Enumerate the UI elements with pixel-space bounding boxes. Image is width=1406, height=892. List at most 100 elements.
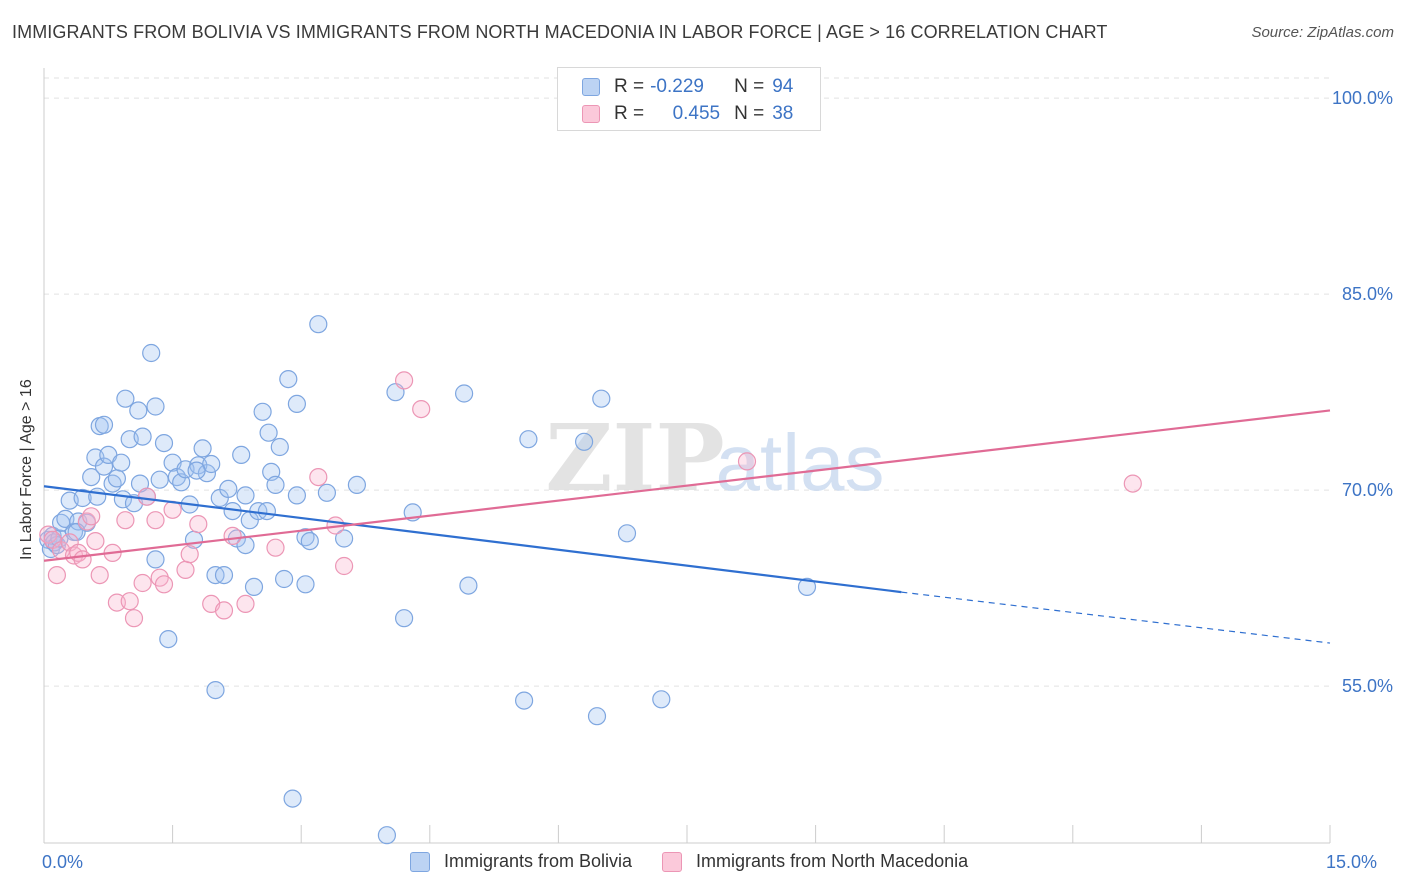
north-macedonia-point bbox=[176, 560, 195, 580]
bolivia-point bbox=[592, 389, 611, 408]
north-macedonia-r-value: 0.455 bbox=[672, 103, 721, 124]
north-macedonia-point bbox=[154, 575, 174, 594]
n-label: N = bbox=[734, 76, 765, 97]
bolivia-point bbox=[112, 453, 131, 472]
n-label: N = bbox=[734, 103, 765, 124]
gridlines bbox=[44, 77, 1330, 687]
bolivia-point bbox=[142, 343, 161, 363]
north-macedonia-point bbox=[236, 594, 255, 614]
bolivia-point bbox=[335, 529, 354, 548]
bolivia-point bbox=[266, 475, 285, 494]
bolivia-point bbox=[232, 445, 251, 464]
north-macedonia-point bbox=[86, 531, 105, 551]
north-macedonia-point bbox=[309, 468, 328, 487]
bolivia-legend-label: Immigrants from Bolivia bbox=[444, 851, 633, 871]
north-macedonia-point bbox=[124, 609, 144, 628]
north-macedonia-point bbox=[133, 573, 152, 593]
x-tick-label-min: 0.0% bbox=[42, 852, 84, 872]
y-tick-label: 70.0% bbox=[1342, 480, 1393, 500]
y-tick-label: 100.0% bbox=[1332, 88, 1393, 108]
bolivia-point bbox=[159, 629, 178, 649]
bolivia-point bbox=[214, 565, 234, 585]
north-macedonia-point bbox=[47, 565, 67, 585]
bolivia-point bbox=[377, 826, 396, 845]
north-macedonia-point bbox=[189, 514, 208, 534]
bolivia-point bbox=[73, 488, 92, 508]
chart-title: IMMIGRANTS FROM BOLIVIA VS IMMIGRANTS FR… bbox=[12, 22, 1108, 42]
north-macedonia-point bbox=[1123, 474, 1142, 493]
bolivia-point bbox=[219, 479, 238, 498]
data-points bbox=[39, 315, 1142, 845]
bolivia-point bbox=[94, 415, 114, 434]
bolivia-point bbox=[275, 569, 294, 589]
trend-lines bbox=[43, 409, 1331, 644]
bolivia-point bbox=[309, 315, 328, 334]
bolivia-point bbox=[270, 437, 289, 457]
bolivia-point bbox=[187, 461, 206, 480]
bolivia-point bbox=[197, 464, 216, 483]
bolivia-legend-swatch bbox=[410, 851, 430, 872]
watermark-atlas: atlas bbox=[716, 418, 885, 507]
north-macedonia-point bbox=[335, 556, 354, 576]
bolivia-point bbox=[574, 432, 594, 451]
bolivia-point bbox=[107, 469, 127, 488]
bolivia-point bbox=[146, 397, 165, 416]
bolivia-point bbox=[296, 575, 315, 594]
series-legend: Immigrants from Bolivia Immigrants from … bbox=[410, 851, 998, 872]
bolivia-point bbox=[617, 524, 637, 543]
bolivia-point bbox=[133, 427, 152, 446]
north-macedonia-point bbox=[137, 487, 156, 506]
bolivia-point bbox=[154, 434, 174, 453]
stats-legend: R = -0.229 N = 94 R = 0.455 N = 38 bbox=[557, 67, 821, 131]
bolivia-point bbox=[257, 502, 276, 521]
bolivia-r-value: -0.229 bbox=[650, 76, 704, 97]
legend-item-bolivia: Immigrants from Bolivia bbox=[410, 851, 632, 872]
north-macedonia-legend-swatch bbox=[662, 851, 683, 872]
north-macedonia-point bbox=[214, 601, 234, 620]
bolivia-point bbox=[300, 531, 319, 551]
bolivia-point bbox=[206, 680, 225, 700]
bolivia-point bbox=[287, 394, 306, 413]
x-tick-label-max: 15.0% bbox=[1326, 852, 1378, 872]
bolivia-point bbox=[150, 470, 169, 489]
y-tick-label: 55.0% bbox=[1342, 676, 1393, 696]
bolivia-point bbox=[244, 577, 264, 597]
bolivia-point bbox=[519, 430, 538, 449]
bolivia-point bbox=[259, 423, 278, 442]
bolivia-n-value: 94 bbox=[772, 76, 794, 97]
north-macedonia-point bbox=[266, 538, 285, 557]
stats-row-bolivia: R = -0.229 N = 94 bbox=[582, 75, 793, 99]
north-macedonia-point bbox=[412, 400, 431, 419]
bolivia-trend-line bbox=[43, 485, 902, 594]
bolivia-point bbox=[797, 577, 817, 597]
bolivia-point bbox=[253, 402, 272, 421]
bolivia-point bbox=[317, 483, 336, 502]
bolivia-point bbox=[347, 475, 366, 494]
bolivia-point bbox=[455, 384, 474, 403]
north-macedonia-point bbox=[180, 545, 199, 564]
watermark-zip: ZIP bbox=[545, 404, 724, 512]
north-macedonia-legend-label: Immigrants from North Macedonia bbox=[696, 851, 969, 871]
y-tick-label: 85.0% bbox=[1342, 284, 1393, 304]
axes bbox=[43, 68, 1331, 844]
bolivia-point bbox=[88, 487, 107, 506]
bolivia-point bbox=[193, 439, 212, 458]
y-axis-label: In Labor Force | Age > 16 bbox=[18, 379, 35, 560]
bolivia-point bbox=[287, 486, 306, 505]
north-macedonia-point bbox=[223, 526, 242, 546]
tick-labels: 55.0% 70.0% 85.0% 100.0% bbox=[1332, 88, 1393, 696]
bolivia-point bbox=[116, 389, 135, 408]
r-label: R = bbox=[614, 76, 645, 97]
bolivia-point bbox=[236, 486, 255, 505]
north-macedonia-n-value: 38 bbox=[772, 103, 794, 124]
legend-item-north-macedonia: Immigrants from North Macedonia bbox=[662, 851, 968, 872]
north-macedonia-point bbox=[82, 507, 101, 526]
north-macedonia-point bbox=[90, 565, 109, 585]
north-macedonia-trend-line bbox=[43, 409, 1331, 562]
bolivia-point bbox=[82, 468, 101, 487]
north-macedonia-point bbox=[146, 511, 165, 530]
bolivia-point bbox=[129, 401, 148, 420]
bolivia-point bbox=[514, 691, 534, 710]
r-label: R = bbox=[614, 103, 645, 124]
